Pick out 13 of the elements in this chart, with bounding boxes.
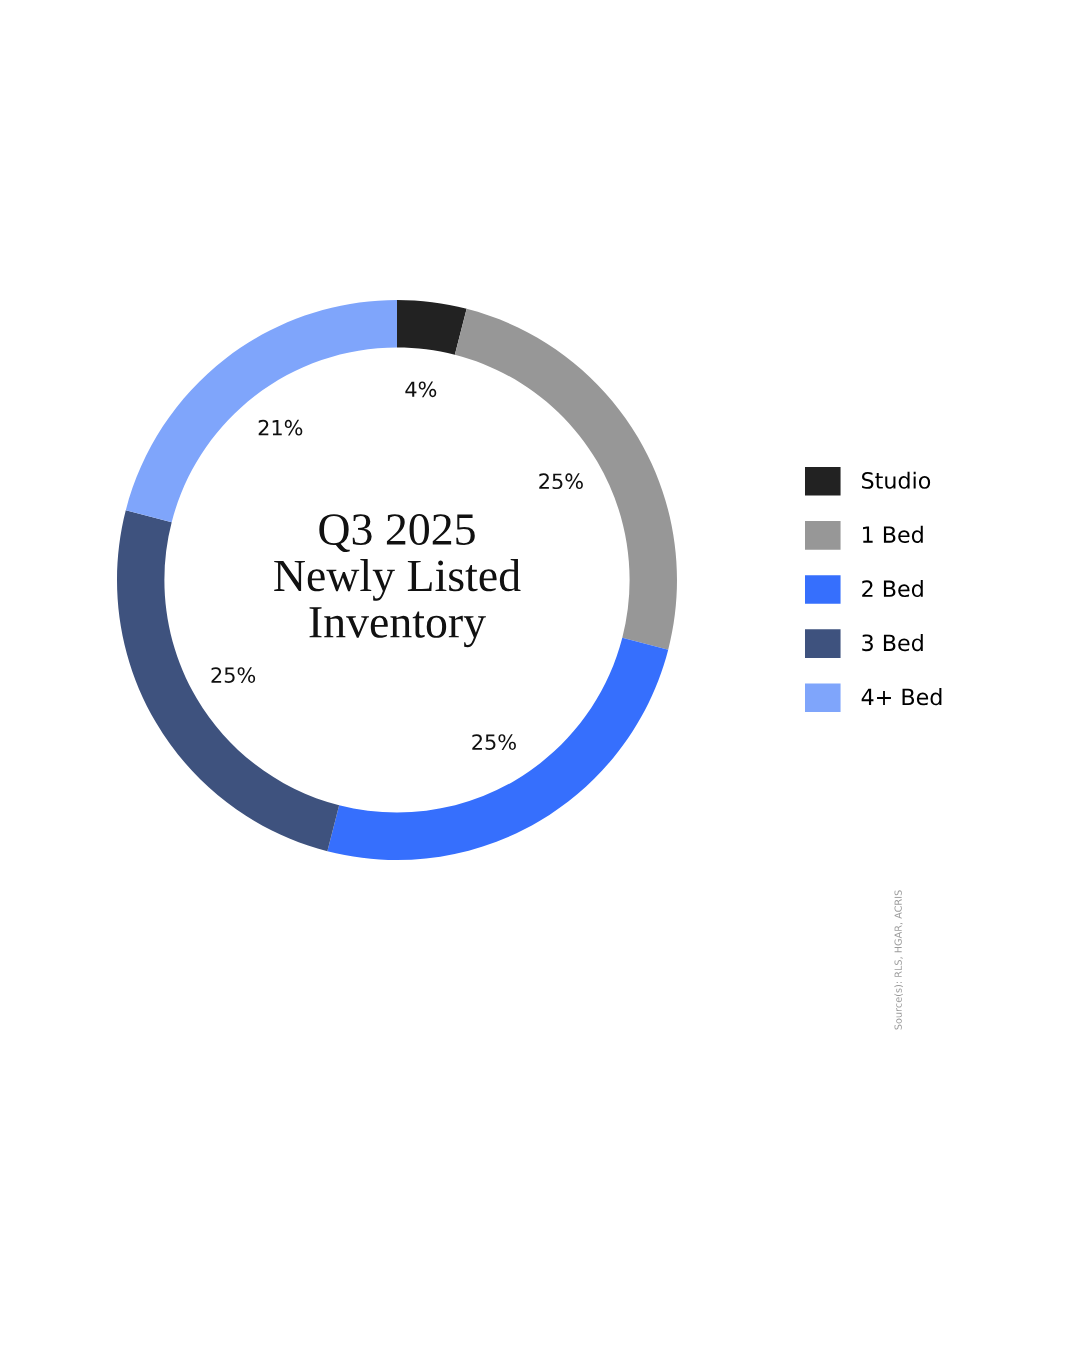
data-label: 25% — [472, 734, 516, 750]
data-label: 21% — [258, 419, 303, 436]
data-label: 25% — [211, 667, 256, 683]
data-label: 25% — [539, 473, 583, 490]
legend-label: 1 Bed — [863, 525, 923, 543]
legend-label: 2 Bed — [862, 579, 923, 598]
legend-label: 4+ Bed — [861, 688, 942, 706]
text: Q3 2025 Newly Listed Inventory — [274, 514, 521, 648]
donut-slice — [397, 300, 467, 355]
legend-label: 3 Bed — [862, 634, 923, 652]
legend-label: Studio — [862, 471, 931, 489]
data-label: 4% — [405, 381, 437, 398]
source-note: Source(s): RLS, HGAR, ACRIS — [894, 890, 903, 1030]
